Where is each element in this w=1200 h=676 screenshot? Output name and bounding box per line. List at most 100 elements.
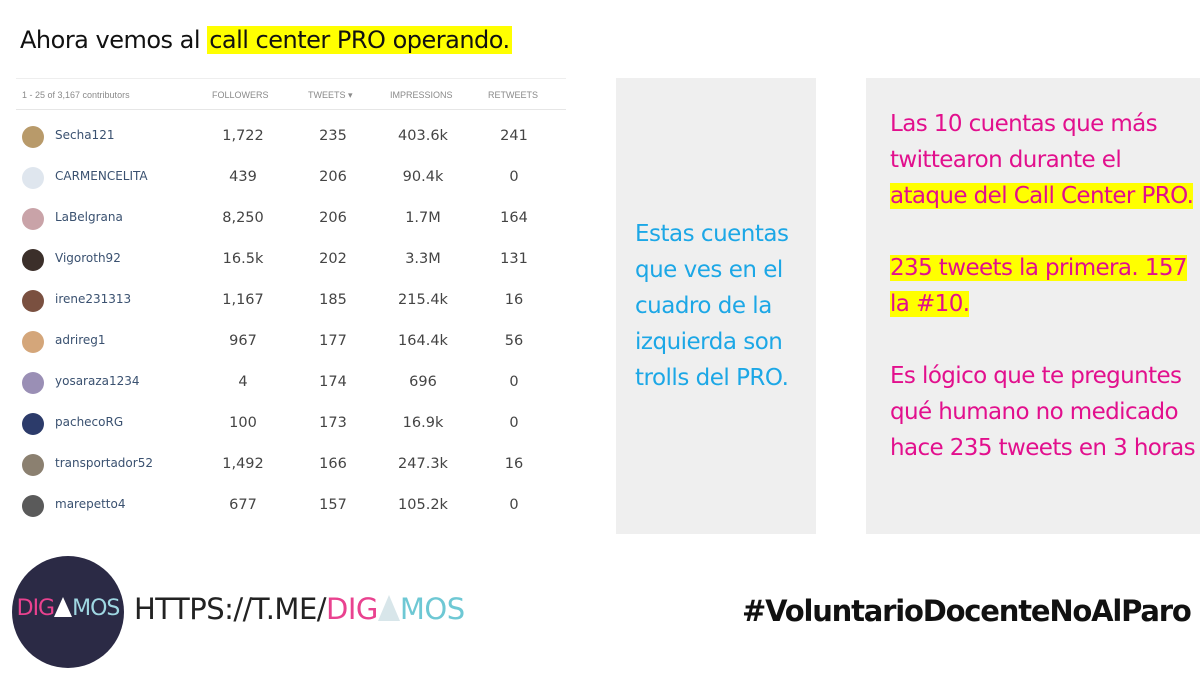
range-label: 1 - 25 of 3,167 contributors [22,90,130,100]
retweets-value: 16 [504,456,524,472]
right-p1-text: Las 10 cuentas que más twittearon durant… [890,111,1158,173]
paper-plane-icon [54,597,73,617]
table-row: transportador52 1,492 166 247.3k 16 [16,445,566,486]
tweets-value: 185 [319,292,347,308]
table-row: CARMENCELITA 439 206 90.4k 0 [16,158,566,199]
tweets-value: 235 [319,128,347,144]
followers-value: 439 [229,169,257,185]
right-p2-highlight: 235 tweets la primera. 157 la #10. [890,255,1188,317]
contributor-name[interactable]: transportador52 [55,456,153,470]
tweets-value: 166 [319,456,347,472]
tweets-value: 206 [319,210,347,226]
digamos-logo: DIG MOS [12,556,124,668]
url-part-c: MOS [399,592,465,626]
contributor-name[interactable]: irene231313 [55,292,132,306]
contributor-name[interactable]: Vigoroth92 [55,251,121,265]
table-row: Secha121 1,722 235 403.6k 241 [16,117,566,158]
followers-header[interactable]: FOLLOWERS [212,90,269,100]
followers-value: 967 [229,333,257,349]
retweets-value: 0 [509,497,519,513]
tweets-value: 174 [319,374,347,390]
impressions-value: 215.4k [398,292,448,308]
logo-part-a: DIG [16,596,55,621]
tweets-value: 206 [319,169,347,185]
table-row: pachecoRG 100 173 16.9k 0 [16,404,566,445]
impressions-value: 105.2k [398,497,448,513]
retweets-value: 164 [500,210,528,226]
avatar[interactable] [22,126,44,148]
right-paragraph-3: Es lógico que te preguntes qué humano no… [890,358,1198,466]
table-row: adrireg1 967 177 164.4k 56 [16,322,566,363]
contributor-name[interactable]: pachecoRG [55,415,124,429]
contributor-name[interactable]: Secha121 [55,128,115,142]
avatar[interactable] [22,167,44,189]
retweets-value: 0 [509,169,519,185]
right-panel: Las 10 cuentas que más twittearon durant… [866,78,1200,534]
impressions-value: 403.6k [398,128,448,144]
headline: Ahora vemos al call center PRO operando. [20,26,512,54]
table-row: LaBelgrana 8,250 206 1.7M 164 [16,199,566,240]
headline-prefix: Ahora vemos al [20,26,208,54]
table-row: irene231313 1,167 185 215.4k 16 [16,281,566,322]
telegram-url[interactable]: HTTPS://T.ME/DIG MOS [134,592,465,626]
impressions-value: 247.3k [398,456,448,472]
table-row: marepetto4 677 157 105.2k 0 [16,486,566,527]
contributor-name[interactable]: LaBelgrana [55,210,123,224]
paper-plane-icon [377,595,400,621]
contributor-name[interactable]: yosaraza1234 [55,374,140,388]
retweets-value: 56 [504,333,524,349]
retweets-value: 16 [504,292,524,308]
retweets-value: 131 [500,251,528,267]
middle-panel: Estas cuentas que ves en el cuadro de la… [616,78,816,534]
contributor-name[interactable]: adrireg1 [55,333,106,347]
url-part-b: DIG [326,592,378,626]
followers-value: 8,250 [222,210,264,226]
tweets-header[interactable]: TWEETS ▾ [308,90,353,100]
retweets-value: 241 [500,128,528,144]
right-panel-text: Las 10 cuentas que más twittearon durant… [890,106,1198,502]
logo-part-b: MOS [72,596,120,621]
tweets-value: 157 [319,497,347,513]
followers-value: 16.5k [222,251,264,267]
contributor-name[interactable]: marepetto4 [55,497,126,511]
followers-value: 4 [238,374,248,390]
contributor-name[interactable]: CARMENCELITA [55,169,148,183]
table-row: yosaraza1234 4 174 696 0 [16,363,566,404]
avatar[interactable] [22,495,44,517]
headline-highlight: call center PRO operando. [207,26,512,54]
avatar[interactable] [22,290,44,312]
avatar[interactable] [22,372,44,394]
right-p3-text: Es lógico que te preguntes qué humano no… [890,363,1196,461]
followers-value: 1,722 [222,128,264,144]
followers-value: 677 [229,497,257,513]
impressions-value: 164.4k [398,333,448,349]
right-paragraph-1: Las 10 cuentas que más twittearon durant… [890,106,1198,214]
tweets-value: 177 [319,333,347,349]
contributors-table: 1 - 25 of 3,167 contributors FOLLOWERS T… [16,78,566,535]
table-row: Vigoroth92 16.5k 202 3.3M 131 [16,240,566,281]
url-part-a: HTTPS://T.ME/ [134,592,327,626]
table-header: 1 - 25 of 3,167 contributors FOLLOWERS T… [16,79,566,110]
followers-value: 100 [229,415,257,431]
impressions-value: 3.3M [405,251,441,267]
impressions-value: 16.9k [402,415,444,431]
avatar[interactable] [22,454,44,476]
tweets-value: 202 [319,251,347,267]
impressions-header[interactable]: IMPRESSIONS [390,90,453,100]
impressions-value: 1.7M [405,210,441,226]
hashtag: #VoluntarioDocenteNoAlParo [742,594,1192,628]
retweets-value: 0 [509,374,519,390]
impressions-value: 90.4k [402,169,444,185]
avatar[interactable] [22,331,44,353]
retweets-value: 0 [509,415,519,431]
avatar[interactable] [22,413,44,435]
avatar[interactable] [22,208,44,230]
logo-text: DIG MOS [12,596,124,621]
followers-value: 1,492 [222,456,264,472]
avatar[interactable] [22,249,44,271]
followers-value: 1,167 [222,292,264,308]
impressions-value: 696 [409,374,437,390]
retweets-header[interactable]: RETWEETS [488,90,539,100]
middle-panel-text: Estas cuentas que ves en el cuadro de la… [635,221,789,391]
right-p1-highlight: ataque del Call Center PRO. [890,183,1194,209]
